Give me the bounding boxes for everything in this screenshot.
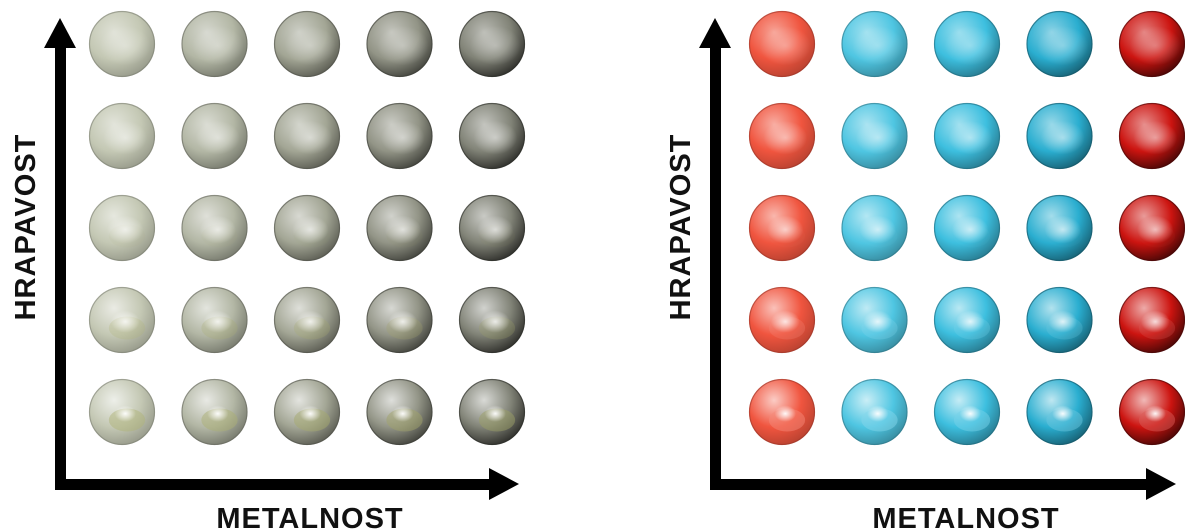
x-axis-line [55, 479, 495, 490]
sphere [181, 378, 248, 446]
sphere [748, 286, 816, 354]
sphere [933, 194, 1001, 262]
x-axis-label: METALNOST [872, 503, 1059, 530]
x-axis-label: METALNOST [216, 503, 403, 530]
panel-colored: METALNOST HRAPAVOST [665, 10, 1185, 530]
sphere [366, 378, 433, 446]
sphere [88, 10, 156, 78]
sphere [181, 102, 248, 170]
sphere [1118, 286, 1185, 354]
sphere [458, 378, 526, 446]
sphere [841, 194, 908, 262]
sphere [181, 194, 248, 262]
sphere [841, 378, 908, 446]
sphere-grid-gray [88, 10, 526, 446]
y-axis-label: HRAPAVOST [10, 134, 42, 321]
sphere [366, 194, 433, 262]
y-axis-label: HRAPAVOST [665, 134, 697, 321]
sphere [1118, 102, 1185, 170]
sphere [1118, 378, 1185, 446]
sphere [933, 286, 1001, 354]
sphere [933, 378, 1001, 446]
y-axis-line [55, 42, 66, 490]
sphere [88, 102, 156, 170]
sphere [88, 194, 156, 262]
sphere [458, 102, 526, 170]
sphere [841, 102, 908, 170]
sphere [748, 102, 816, 170]
sphere [366, 10, 433, 78]
sphere [181, 10, 248, 78]
sphere [841, 286, 908, 354]
sphere [748, 194, 816, 262]
sphere [1026, 10, 1093, 78]
sphere [88, 286, 156, 354]
axes-colored: METALNOST HRAPAVOST [665, 18, 1176, 530]
x-axis-line [710, 479, 1150, 490]
y-axis-arrow [44, 18, 76, 48]
sphere [273, 102, 341, 170]
y-axis-line [710, 42, 721, 490]
sphere [1026, 286, 1093, 354]
sphere [273, 286, 341, 354]
sphere [748, 10, 816, 78]
sphere [88, 378, 156, 446]
sphere [458, 286, 526, 354]
sphere [273, 194, 341, 262]
sphere [458, 10, 526, 78]
sphere-grid-colored [748, 10, 1185, 446]
sphere [1026, 194, 1093, 262]
sphere [933, 102, 1001, 170]
sphere [1026, 102, 1093, 170]
panel-gray: METALNOST HRAPAVOST [10, 10, 526, 530]
sphere [366, 102, 433, 170]
sphere [1118, 194, 1185, 262]
sphere [1026, 378, 1093, 446]
sphere [366, 286, 433, 354]
axes-gray: METALNOST HRAPAVOST [10, 18, 519, 530]
sphere [841, 10, 908, 78]
x-axis-arrow [489, 468, 519, 500]
sphere [458, 194, 526, 262]
sphere [1118, 10, 1185, 78]
sphere [933, 10, 1001, 78]
y-axis-arrow [699, 18, 731, 48]
x-axis-arrow [1146, 468, 1176, 500]
sphere [273, 378, 341, 446]
sphere [273, 10, 341, 78]
sphere [748, 378, 816, 446]
sphere [181, 286, 248, 354]
